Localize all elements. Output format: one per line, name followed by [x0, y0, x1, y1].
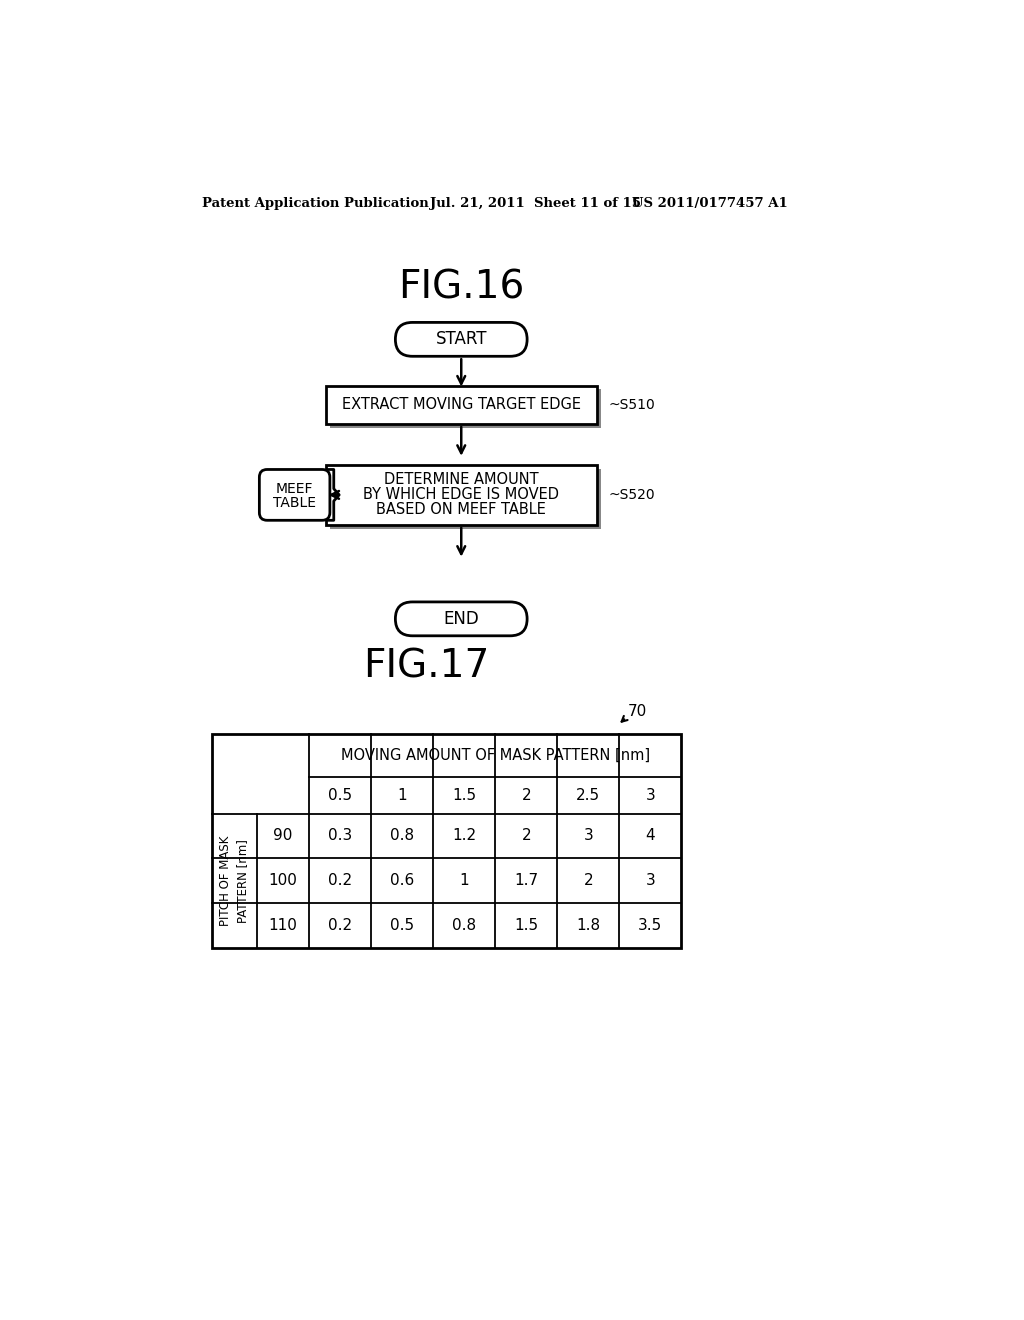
- Text: TABLE: TABLE: [273, 495, 316, 510]
- Text: 0.2: 0.2: [329, 873, 352, 888]
- Text: 0.8: 0.8: [453, 917, 476, 933]
- Text: Patent Application Publication: Patent Application Publication: [202, 197, 428, 210]
- Text: 4: 4: [645, 829, 655, 843]
- Text: 0.5: 0.5: [390, 917, 415, 933]
- Text: ~S520: ~S520: [608, 488, 655, 502]
- Bar: [326, 385, 597, 424]
- Text: 3: 3: [584, 829, 593, 843]
- FancyBboxPatch shape: [395, 322, 527, 356]
- Text: 1: 1: [397, 788, 408, 803]
- Text: 0.3: 0.3: [329, 829, 352, 843]
- Bar: [212, 734, 681, 948]
- Text: DETERMINE AMOUNT: DETERMINE AMOUNT: [384, 473, 539, 487]
- Text: PITCH OF MASK
PATTERN [nm]: PITCH OF MASK PATTERN [nm]: [219, 836, 249, 925]
- Text: 3: 3: [645, 788, 655, 803]
- FancyBboxPatch shape: [259, 470, 330, 520]
- Text: 2: 2: [521, 788, 531, 803]
- Bar: [330, 469, 601, 529]
- Bar: [326, 465, 597, 525]
- Text: 3.5: 3.5: [638, 917, 663, 933]
- Text: 0.2: 0.2: [329, 917, 352, 933]
- Text: 3: 3: [645, 873, 655, 888]
- Text: 2.5: 2.5: [577, 788, 600, 803]
- Text: 0.5: 0.5: [329, 788, 352, 803]
- Text: 1.5: 1.5: [514, 917, 539, 933]
- Text: 0.8: 0.8: [390, 829, 415, 843]
- Text: START: START: [435, 330, 487, 348]
- Text: US 2011/0177457 A1: US 2011/0177457 A1: [632, 197, 787, 210]
- Text: MOVING AMOUNT OF MASK PATTERN [nm]: MOVING AMOUNT OF MASK PATTERN [nm]: [341, 748, 650, 763]
- Text: MEEF: MEEF: [275, 482, 313, 496]
- Text: 1.8: 1.8: [577, 917, 600, 933]
- Text: 90: 90: [273, 829, 293, 843]
- Text: 1.5: 1.5: [453, 788, 476, 803]
- Text: 110: 110: [268, 917, 297, 933]
- Text: 0.6: 0.6: [390, 873, 415, 888]
- Text: Jul. 21, 2011  Sheet 11 of 15: Jul. 21, 2011 Sheet 11 of 15: [430, 197, 641, 210]
- FancyBboxPatch shape: [395, 602, 527, 636]
- Text: ~S510: ~S510: [608, 397, 655, 412]
- Bar: [330, 389, 601, 428]
- Text: BY WHICH EDGE IS MOVED: BY WHICH EDGE IS MOVED: [364, 487, 559, 503]
- Text: 1: 1: [460, 873, 469, 888]
- Text: 70: 70: [628, 704, 647, 719]
- Text: 1.7: 1.7: [514, 873, 539, 888]
- Text: FIG.17: FIG.17: [364, 648, 489, 685]
- Text: 1.2: 1.2: [453, 829, 476, 843]
- Text: 2: 2: [521, 829, 531, 843]
- Text: END: END: [443, 610, 479, 628]
- Text: EXTRACT MOVING TARGET EDGE: EXTRACT MOVING TARGET EDGE: [342, 397, 581, 412]
- Text: 2: 2: [584, 873, 593, 888]
- Text: 100: 100: [268, 873, 297, 888]
- Text: BASED ON MEEF TABLE: BASED ON MEEF TABLE: [376, 503, 546, 517]
- Text: FIG.16: FIG.16: [398, 269, 524, 306]
